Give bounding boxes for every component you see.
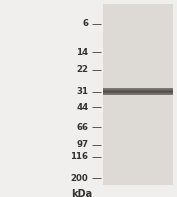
Text: 44: 44	[76, 103, 88, 112]
Text: 97: 97	[76, 140, 88, 149]
Text: 22: 22	[76, 65, 88, 74]
Text: 66: 66	[76, 123, 88, 132]
Text: 14: 14	[76, 48, 88, 57]
Text: 116: 116	[70, 152, 88, 161]
Text: 200: 200	[71, 174, 88, 183]
Text: 6: 6	[82, 19, 88, 28]
Text: 31: 31	[76, 87, 88, 96]
Bar	[103, 4, 173, 185]
Text: kDa: kDa	[71, 189, 92, 197]
